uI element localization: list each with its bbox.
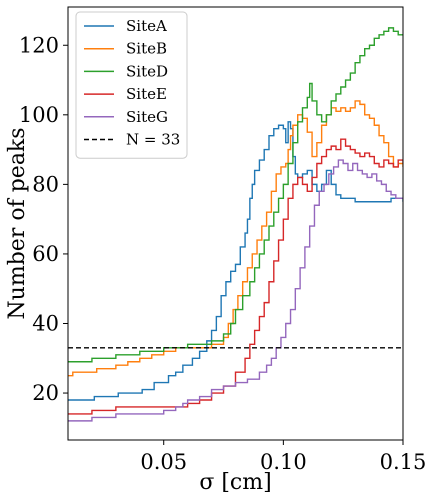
y-tick-label: 60 <box>32 242 59 266</box>
legend-label-siteb: SiteB <box>126 40 167 58</box>
legend: SiteA SiteB SiteD SiteE SiteG N = 33 <box>75 11 188 159</box>
legend-label-sitee: SiteE <box>126 85 167 103</box>
y-tick-label: 20 <box>32 381 59 405</box>
legend-label-siteg: SiteG <box>126 108 168 126</box>
series-line-sited <box>68 27 403 363</box>
y-tick-label: 120 <box>19 33 59 57</box>
y-tick-label: 100 <box>19 103 59 127</box>
plot-frame <box>67 6 404 441</box>
series-line-sitee <box>68 138 403 415</box>
x-tick-label: 0.10 <box>260 450 307 474</box>
legend-label-sited: SiteD <box>126 62 168 80</box>
x-axis-label: σ [cm] <box>199 470 271 495</box>
ticks-layer: 0.05 0.10 0.15 20 40 60 80 100 120 <box>19 33 426 474</box>
legend-label-sitea: SiteA <box>126 17 167 35</box>
legend-label-reference: N = 33 <box>126 131 180 149</box>
y-tick-label: 80 <box>32 172 59 196</box>
series-layer <box>68 27 403 422</box>
x-tick-label: 0.15 <box>380 450 427 474</box>
y-axis-label: Number of peaks <box>5 127 30 319</box>
y-tick-label: 40 <box>32 311 59 335</box>
series-line-siteg <box>68 159 403 422</box>
x-tick-label: 0.05 <box>140 450 187 474</box>
